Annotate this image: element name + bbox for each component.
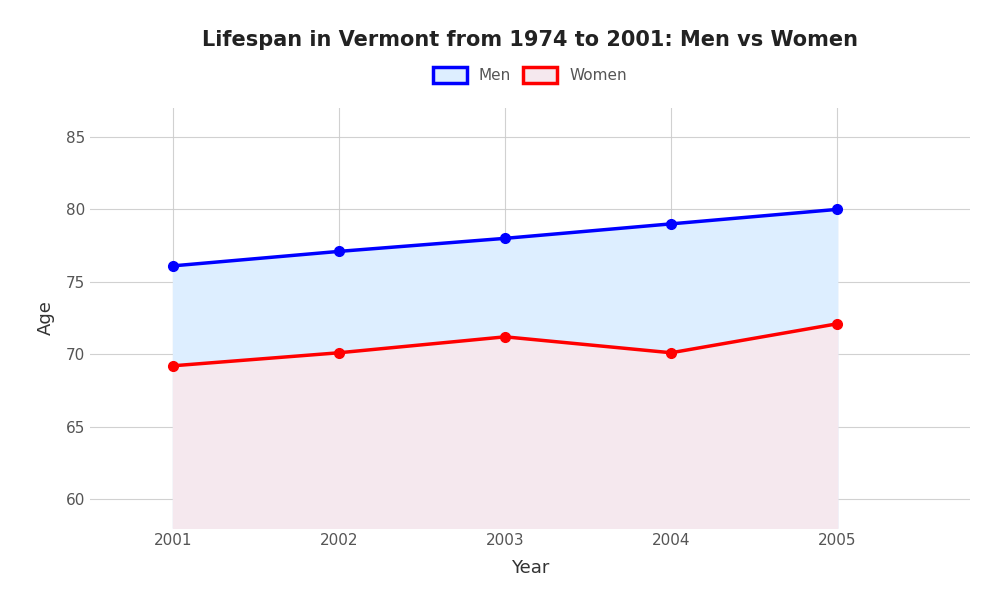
X-axis label: Year: Year <box>511 559 549 577</box>
Title: Lifespan in Vermont from 1974 to 2001: Men vs Women: Lifespan in Vermont from 1974 to 2001: M… <box>202 29 858 49</box>
Y-axis label: Age: Age <box>37 301 55 335</box>
Legend: Men, Women: Men, Women <box>427 61 633 89</box>
